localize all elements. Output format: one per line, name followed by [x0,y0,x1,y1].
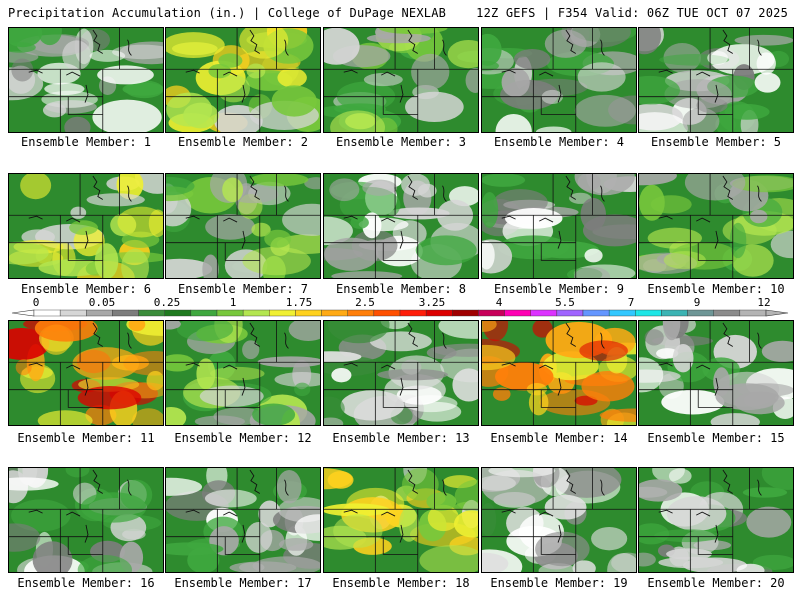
colorbar-swatch [687,309,714,317]
chart-title: Precipitation Accumulation (in.) | Colle… [8,6,447,20]
colorbar-tick-label: 5.5 [555,296,575,309]
ensemble-member-label: Ensemble Member: 13 [332,431,470,445]
colorbar-swatch [661,309,688,317]
ensemble-member-map [481,27,637,133]
ensemble-member-label: Ensemble Member: 5 [650,135,782,149]
ensemble-member-map [481,173,637,279]
ensemble-member-label: Ensemble Member: 14 [490,431,628,445]
colorbar-swatch [452,309,479,317]
colorbar-swatch [33,309,61,317]
ensemble-member-map [323,467,479,573]
ensemble-member-map [165,173,321,279]
colorbar-tick-label: 0.05 [88,296,116,309]
colorbar-tick-label: 2.5 [355,296,375,309]
ensemble-member-map [8,320,164,426]
colorbar-swatch [478,309,505,317]
colorbar-swatch [269,309,296,317]
ensemble-member-map [638,27,794,133]
precipitation-colorbar [11,309,789,317]
ensemble-member-label: Ensemble Member: 12 [174,431,312,445]
ensemble-member-label: Ensemble Member: 6 [20,282,152,296]
colorbar-min-arrow [11,309,35,317]
colorbar-tick-label: 3.25 [418,296,446,309]
colorbar-tick-label: 0.25 [153,296,181,309]
colorbar-swatch [190,309,218,317]
colorbar-tick-label: 9 [693,296,701,309]
ensemble-member-label: Ensemble Member: 16 [17,576,155,590]
ensemble-member-map [8,173,164,279]
ensemble-member-map [638,173,794,279]
ensemble-member-label: Ensemble Member: 3 [335,135,467,149]
ensemble-member-map [638,467,794,573]
colorbar-swatch [86,309,113,317]
colorbar-tick-label: 1 [229,296,237,309]
colorbar-max-arrow [765,309,789,317]
ensemble-member-map [8,467,164,573]
ensemble-member-map [8,27,164,133]
colorbar-swatch [608,309,636,317]
colorbar-swatch [242,309,270,317]
colorbar-swatch [530,309,558,317]
colorbar-swatch [739,309,767,317]
colorbar-swatch [713,309,741,317]
colorbar-tick-label: 4 [495,296,503,309]
ensemble-member-label: Ensemble Member: 18 [332,576,470,590]
colorbar-swatch [425,309,453,317]
ensemble-member-label: Ensemble Member: 10 [647,282,785,296]
ensemble-member-label: Ensemble Member: 1 [20,135,152,149]
colorbar-swatch [321,309,348,317]
colorbar-swatch [112,309,139,317]
model-run-info: 12Z GEFS | F354 Valid: 06Z TUE OCT 07 20… [476,6,788,20]
ensemble-member-map [323,320,479,426]
colorbar-swatch [347,309,375,317]
ensemble-member-label: Ensemble Member: 4 [493,135,625,149]
colorbar-swatch [399,309,427,317]
colorbar-swatch [295,309,322,317]
ensemble-member-label: Ensemble Member: 2 [177,135,309,149]
ensemble-member-label: Ensemble Member: 8 [335,282,467,296]
colorbar-swatch [635,309,662,317]
ensemble-member-label: Ensemble Member: 11 [17,431,155,445]
ensemble-member-map [165,467,321,573]
colorbar-swatch [59,309,87,317]
colorbar-swatch [373,309,401,317]
ensemble-member-map [481,320,637,426]
colorbar-swatch [216,309,244,317]
colorbar-swatch [164,309,192,317]
colorbar-tick-label: 1.75 [285,296,313,309]
colorbar-tick-label: 12 [757,296,771,309]
ensemble-member-map [323,27,479,133]
ensemble-member-label: Ensemble Member: 15 [647,431,785,445]
ensemble-member-label: Ensemble Member: 19 [490,576,628,590]
colorbar-tick-label: 7 [627,296,635,309]
colorbar-swatch [582,309,610,317]
ensemble-member-label: Ensemble Member: 17 [174,576,312,590]
ensemble-member-map [165,27,321,133]
colorbar-swatch [504,309,531,317]
ensemble-member-map [481,467,637,573]
colorbar-tick-label: 0 [32,296,40,309]
ensemble-member-label: Ensemble Member: 20 [647,576,785,590]
colorbar-swatch [556,309,584,317]
ensemble-member-label: Ensemble Member: 7 [177,282,309,296]
ensemble-member-map [165,320,321,426]
colorbar-swatch [138,309,165,317]
ensemble-member-label: Ensemble Member: 9 [493,282,625,296]
ensemble-member-map [323,173,479,279]
ensemble-member-map [638,320,794,426]
